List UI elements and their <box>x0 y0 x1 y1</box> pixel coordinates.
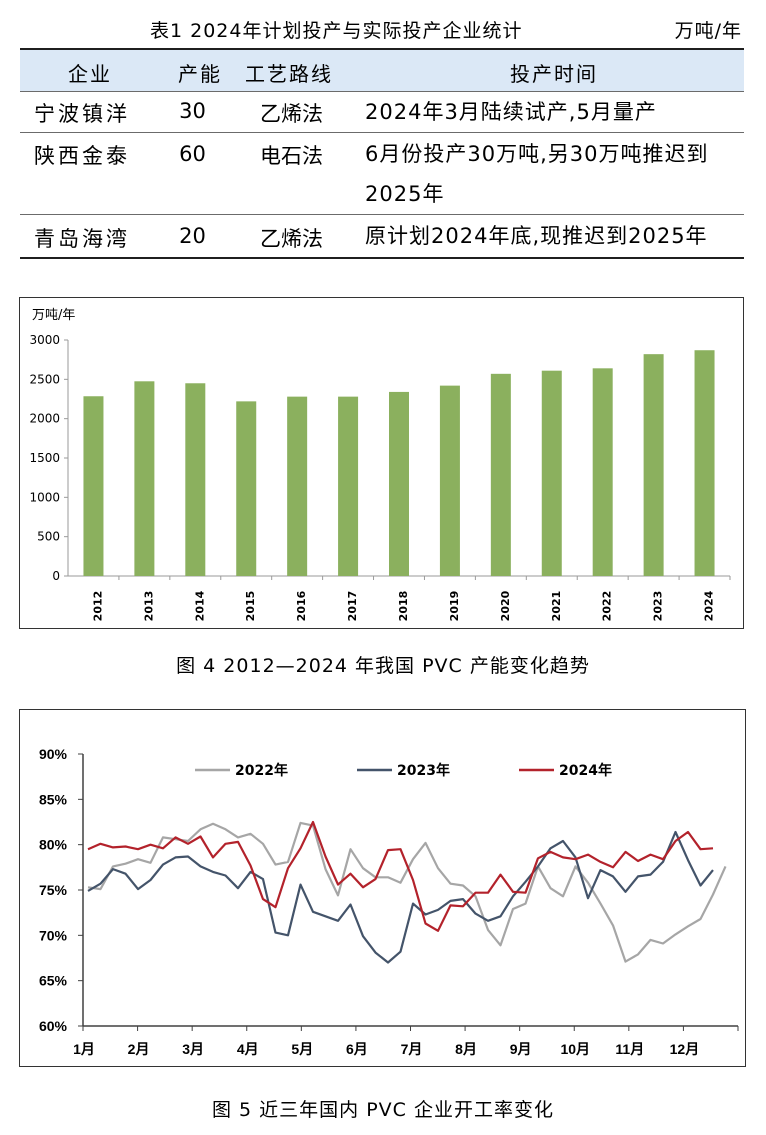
production-table: 企业 产能 工艺路线 投产时间 宁波镇洋 30 乙烯法 2024年3月陆续试产,… <box>20 48 744 259</box>
bar-2017 <box>338 396 359 576</box>
table-row: 宁波镇洋 30 乙烯法 2024年3月陆续试产,5月量产 <box>20 92 744 133</box>
y-tick-label: 70% <box>39 927 68 943</box>
x-tick-label: 3月 <box>182 1041 204 1057</box>
bar-2018 <box>389 391 409 576</box>
cell-start-time: 2024年3月陆续试产,5月量产 <box>365 100 657 124</box>
x-tick-label: 9月 <box>510 1041 532 1057</box>
table-unit: 万吨/年 <box>674 20 742 42</box>
cell-company: 宁波镇洋 <box>34 102 130 126</box>
x-tick-label: 2014 <box>193 590 206 621</box>
capacity-bar-chart-svg: 万吨/年 0 500 1000 1500 2000 2500 3000 2012 2013 2014… <box>29 308 731 622</box>
x-tick-label: 2018 <box>397 591 410 622</box>
y-tick-label: 1500 <box>29 451 60 465</box>
bar-2021 <box>541 370 562 576</box>
cell-process: 乙烯法 <box>260 227 323 251</box>
cell-capacity: 20 <box>179 224 206 248</box>
y-tick-label: 1000 <box>29 490 60 504</box>
y-tick-label: 85% <box>39 791 68 807</box>
table-caption-row: 表1 2024年计划投产与实际投产企业统计 万吨/年 <box>0 12 766 42</box>
x-tick-label: 6月 <box>346 1041 368 1057</box>
cell-company: 青岛海湾 <box>34 227 130 251</box>
x-tick-label: 7月 <box>401 1041 423 1057</box>
x-tick-label: 2024 <box>703 590 716 621</box>
cell-capacity: 30 <box>179 99 206 123</box>
x-tick-label: 8月 <box>455 1041 477 1057</box>
table-row: 陕西金泰 60 电石法 6月份投产30万吨,另30万吨推迟到2025年 <box>20 133 744 215</box>
x-tick-label: 10月 <box>560 1041 590 1057</box>
header-capacity: 产能 <box>178 62 222 86</box>
x-tick-label: 5月 <box>291 1041 313 1057</box>
x-tick-label: 2015 <box>244 591 257 622</box>
cell-company: 陕西金泰 <box>34 144 130 168</box>
x-tick-label: 2019 <box>448 591 461 622</box>
series-line-2023年 <box>87 830 714 964</box>
header-start-time: 投产时间 <box>510 62 598 86</box>
legend-label: 2022年 <box>235 762 288 779</box>
y-tick-label: 0 <box>52 569 60 583</box>
x-tick-label: 2021 <box>550 591 563 622</box>
bar-2024 <box>694 350 715 576</box>
bar-2020 <box>490 373 511 576</box>
bar-2012 <box>83 396 104 576</box>
operating-rate-line-chart-svg: 60% 65% 70% 75% 80% 85% 90% 1月 2月 3月 4月 5月 6月 7月 8月 9月 1… <box>39 746 739 1057</box>
y-axis-unit-label: 万吨/年 <box>32 308 75 323</box>
table-title: 表1 2024年计划投产与实际投产企业统计 <box>150 20 523 42</box>
figure5-caption: 图 5 近三年国内 PVC 企业开工率变化 <box>212 1099 554 1121</box>
x-tick-label: 2月 <box>128 1041 150 1057</box>
bar-2023 <box>643 354 664 576</box>
legend-label: 2023年 <box>397 762 450 779</box>
bar-2016 <box>287 396 308 576</box>
cell-capacity: 60 <box>179 142 206 166</box>
x-tick-label: 2022 <box>601 591 614 622</box>
operating-rate-line-chart: 60% 65% 70% 75% 80% 85% 90% 1月 2月 3月 4月 5月 6月 7月 8月 9月 1… <box>19 709 746 1067</box>
series-line-2024年 <box>87 820 714 932</box>
y-tick-label: 2500 <box>29 372 60 386</box>
y-tick-label: 60% <box>39 1018 68 1034</box>
x-tick-label: 12月 <box>670 1041 700 1057</box>
bar-2014 <box>185 383 206 576</box>
bar-2015 <box>236 401 257 576</box>
x-tick-label: 2013 <box>142 591 155 622</box>
y-tick-label: 80% <box>39 837 68 853</box>
legend-label: 2024年 <box>559 762 612 779</box>
cell-process: 电石法 <box>260 144 323 168</box>
table-row: 青岛海湾 20 乙烯法 原计划2024年底,现推迟到2025年 <box>20 215 744 259</box>
series-line-2022年 <box>87 821 727 963</box>
bar-2019 <box>439 385 460 576</box>
y-tick-label: 500 <box>37 530 60 544</box>
y-tick-label: 2000 <box>29 412 60 426</box>
y-tick-label: 90% <box>39 746 68 762</box>
cell-start-time: 6月份投产30万吨,另30万吨推迟到2025年 <box>365 142 709 206</box>
header-company: 企业 <box>68 62 112 86</box>
x-tick-label: 2012 <box>91 591 104 622</box>
y-tick-label: 3000 <box>29 333 60 347</box>
cell-start-time: 原计划2024年底,现推迟到2025年 <box>365 224 708 248</box>
x-tick-label: 2020 <box>499 590 512 621</box>
y-tick-label: 65% <box>39 973 68 989</box>
x-tick-label: 11月 <box>615 1041 644 1057</box>
x-tick-label: 2016 <box>295 590 308 621</box>
figure4-caption: 图 4 2012—2024 年我国 PVC 产能变化趋势 <box>176 655 590 677</box>
x-tick-label: 1月 <box>73 1041 95 1057</box>
bar-2013 <box>134 381 155 576</box>
cell-process: 乙烯法 <box>260 102 323 126</box>
table-header: 企业 产能 工艺路线 投产时间 <box>20 48 744 92</box>
y-tick-label: 75% <box>39 882 68 898</box>
x-tick-label: 2023 <box>652 591 665 622</box>
header-process: 工艺路线 <box>245 62 333 86</box>
x-tick-label: 4月 <box>237 1041 259 1057</box>
x-tick-label: 2017 <box>346 591 359 622</box>
bar-2022 <box>592 368 613 576</box>
capacity-bar-chart: 万吨/年 0 500 1000 1500 2000 2500 3000 2012 2013 2014… <box>19 297 744 629</box>
